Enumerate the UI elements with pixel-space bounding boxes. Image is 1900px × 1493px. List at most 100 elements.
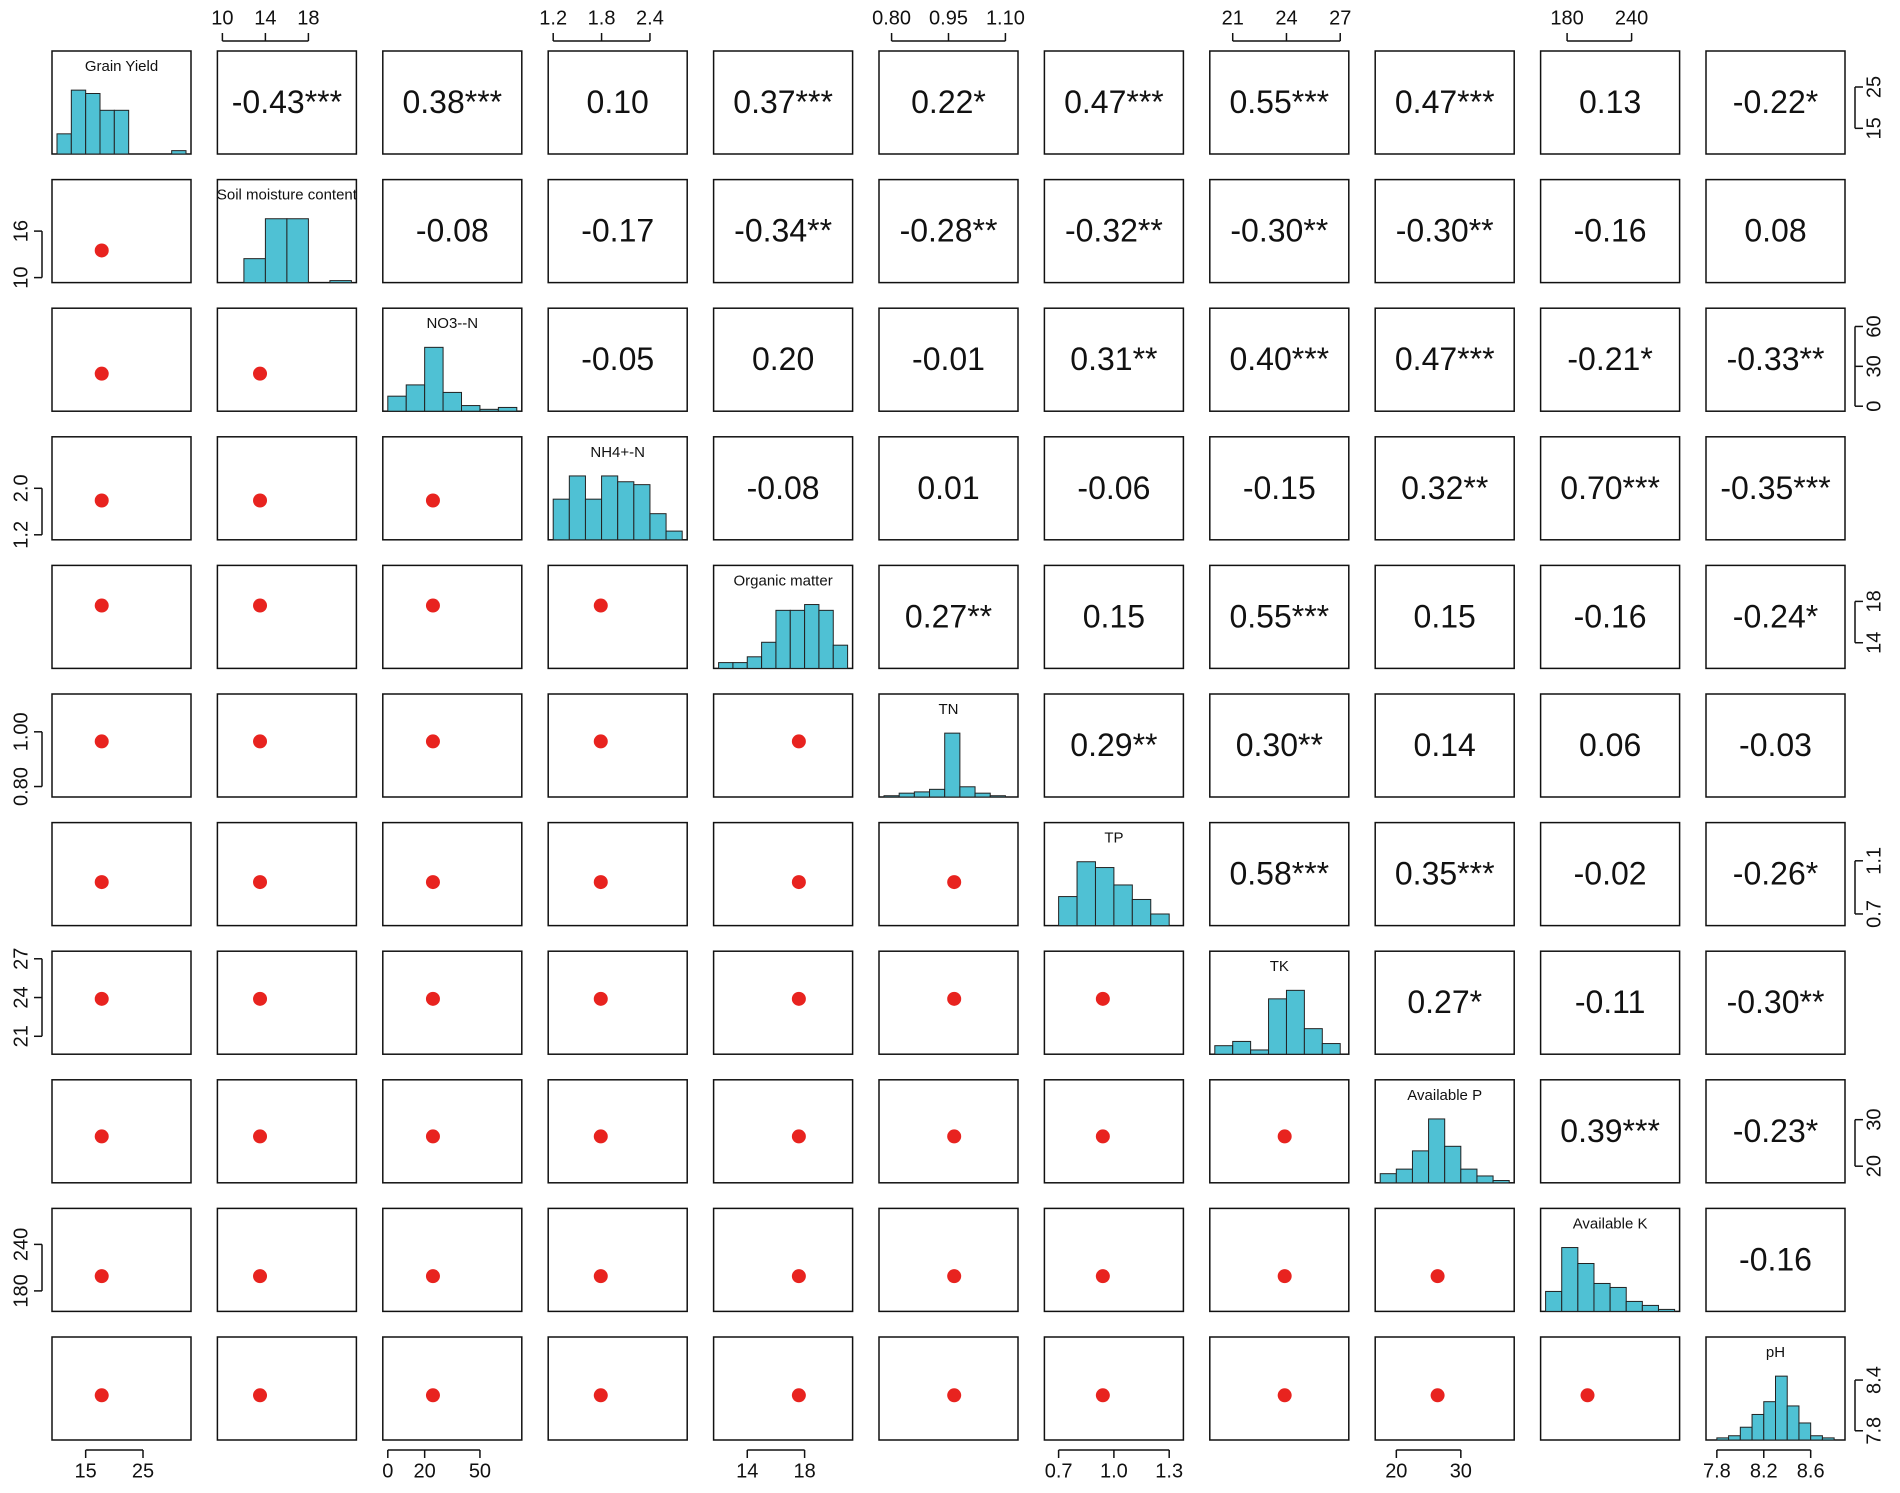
histogram-bar: [1657, 1308, 1676, 1312]
histogram-bar: [1728, 1435, 1741, 1441]
histogram-bar: [243, 258, 266, 284]
correlation: -0.30**: [1727, 984, 1825, 1020]
panel: [1539, 178, 1681, 284]
histogram-bar: [775, 609, 791, 669]
mean-point: [947, 875, 962, 890]
panel: [878, 821, 1019, 927]
y-tick-label: 0.80: [10, 767, 32, 806]
histogram-bar: [633, 484, 651, 541]
histogram-bar: [171, 150, 187, 155]
panel: [1374, 821, 1515, 927]
y-tick-label: 8.4: [1863, 1366, 1885, 1394]
mean-point: [1580, 1388, 1595, 1403]
mean-point: [947, 1129, 962, 1144]
correlation: 0.10: [587, 84, 649, 120]
mean-point: [94, 734, 109, 749]
panel: [1539, 950, 1681, 1055]
histogram-bar: [989, 795, 1006, 798]
mean-point: [425, 598, 440, 613]
panel: [1043, 50, 1185, 155]
y-tick-label: 15: [1863, 117, 1885, 139]
mean-point: [94, 243, 109, 258]
panel: [1705, 1207, 1846, 1313]
histogram-bar: [1444, 1145, 1462, 1184]
mean-point: [425, 1129, 440, 1144]
x-tick-label: 2.4: [636, 7, 664, 29]
panel: [382, 693, 523, 798]
histogram-bar: [1268, 998, 1287, 1055]
correlation: -0.05: [581, 341, 654, 377]
histogram-bar: [601, 475, 619, 541]
mean-point: [947, 1269, 962, 1284]
panel: [712, 436, 854, 541]
panel: [216, 950, 358, 1055]
panel: [382, 1079, 523, 1184]
y-tick-label: 1.00: [10, 712, 32, 751]
histogram-bar: [1577, 1263, 1595, 1312]
variable-name: pH: [1766, 1344, 1785, 1361]
panel: [1043, 1336, 1185, 1441]
histogram-bar: [1545, 1290, 1563, 1312]
correlation: 0.55***: [1229, 598, 1329, 634]
correlation: 0.13: [1579, 84, 1641, 120]
panel: [382, 821, 523, 927]
mean-point: [94, 1388, 109, 1403]
panel: [51, 1079, 192, 1184]
x-tick-label: 180: [1550, 7, 1583, 29]
histogram-bar: [1593, 1282, 1611, 1312]
histogram-bar: [1751, 1413, 1765, 1441]
histogram-bar: [1150, 913, 1170, 927]
panel: [51, 1207, 192, 1313]
y-tick-label: 2.0: [10, 474, 32, 502]
panel: [547, 1336, 688, 1441]
histogram-bar: [665, 530, 683, 541]
histogram-bar: [789, 609, 806, 669]
y-tick-label: 27: [10, 948, 32, 970]
correlation: 0.15: [1083, 598, 1145, 634]
panel: [382, 1207, 523, 1313]
correlation: -0.30**: [1230, 213, 1328, 249]
histogram-bar: [85, 93, 101, 155]
histogram-bar: [329, 280, 352, 284]
y-tick-label: 16: [10, 220, 32, 242]
histogram-bar: [70, 89, 87, 155]
correlation: -0.08: [747, 470, 820, 506]
y-tick-label: 0: [1863, 401, 1885, 412]
variable-name: NO3--N: [426, 315, 478, 332]
panel: [712, 1079, 854, 1184]
histogram-bar: [1561, 1247, 1579, 1312]
x-tick-label: 20: [414, 1460, 436, 1482]
variable-name: Organic matter: [733, 572, 832, 589]
correlation: -0.21*: [1567, 341, 1652, 377]
panel: [1374, 307, 1515, 412]
mean-point: [791, 1388, 806, 1403]
histogram-bar: [1775, 1375, 1788, 1441]
histogram-bar: [1250, 1049, 1270, 1055]
panel: [547, 178, 688, 284]
correlation: -0.34**: [734, 213, 832, 249]
histogram-bar: [913, 791, 931, 798]
histogram-bar: [804, 604, 820, 669]
panel: [878, 50, 1019, 155]
panel: [712, 1207, 854, 1313]
panel: [878, 307, 1019, 412]
mean-point: [791, 1269, 806, 1284]
histogram-bar: [113, 109, 130, 155]
panel: [878, 178, 1019, 284]
mean-point: [1430, 1388, 1445, 1403]
histogram-bar: [929, 788, 946, 798]
correlation: 0.47***: [1395, 341, 1495, 377]
x-tick-label: 15: [75, 1460, 97, 1482]
histogram-bar: [718, 662, 734, 669]
mean-point: [791, 875, 806, 890]
histogram-bar: [424, 346, 444, 412]
mean-point: [253, 1129, 268, 1144]
mean-point: [253, 991, 268, 1006]
histogram-bar: [461, 405, 481, 412]
histogram-bar: [1232, 1040, 1252, 1055]
y-tick-label: 10: [10, 266, 32, 288]
correlation: -0.01: [912, 341, 985, 377]
histogram-bar: [1113, 884, 1133, 927]
histogram-bar: [1076, 861, 1096, 927]
variable-name: TP: [1104, 830, 1123, 847]
